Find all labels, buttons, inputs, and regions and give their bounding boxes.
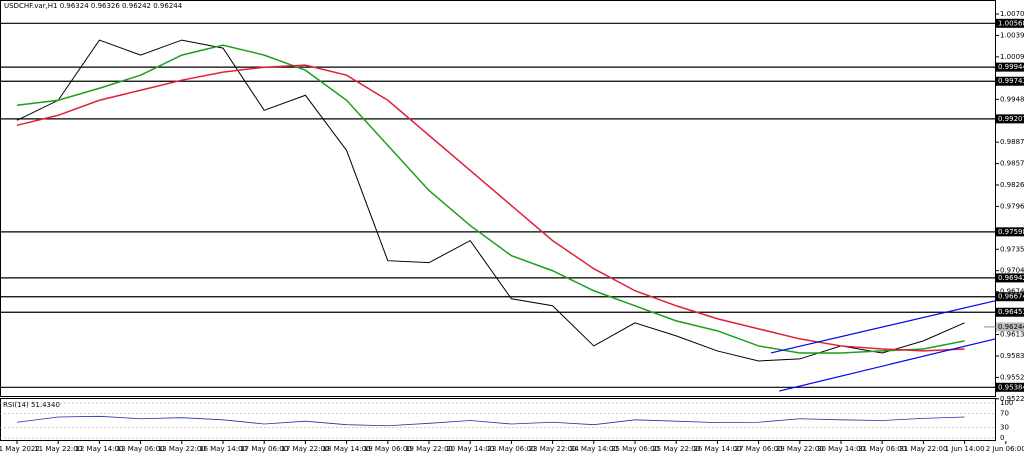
x-tick-label: 18 May 14:00: [323, 445, 371, 453]
rsi-tick-label: 30: [1000, 424, 1009, 432]
rsi-pane-border: [0, 398, 996, 441]
level-label: 0.99207: [998, 115, 1024, 123]
rsi-tick-label: 70: [1000, 410, 1009, 418]
level-label: 0.96453: [998, 308, 1024, 316]
level-label: 0.95384: [998, 383, 1024, 391]
rsi-line: [16, 415, 965, 427]
level-label-bg: [996, 76, 1024, 86]
series-line: [16, 39, 965, 362]
y-tick-label: 0.96745: [1000, 288, 1024, 296]
channel-line: [770, 300, 996, 354]
series-line: [16, 44, 965, 354]
level-label: 1.00568: [998, 19, 1024, 27]
level-label: 0.96942: [998, 274, 1024, 282]
x-tick-label: 25 May 06:00: [611, 445, 659, 453]
x-tick-label: 31 May 22:00: [899, 445, 947, 453]
x-tick-label: 29 May 22:00: [776, 445, 824, 453]
level-label-bg: [996, 273, 1024, 283]
chart-title: USDCHF.var,H1 0.96324 0.96326 0.96242 0.…: [4, 2, 183, 10]
y-tick-label: 0.95525: [1000, 373, 1024, 381]
rsi-tick-label: 0: [1000, 434, 1004, 442]
x-tick-label: 11 May 22:00: [34, 445, 82, 453]
y-tick-label: 0.97045: [1000, 267, 1024, 275]
x-tick-label: 25 May 22:00: [652, 445, 700, 453]
y-tick-label: 0.99485: [1000, 95, 1024, 103]
level-label-bg: [996, 18, 1024, 28]
y-tick-label: 1.00700: [1000, 10, 1024, 18]
rsi-tick-label: 100: [1000, 399, 1013, 407]
level-label-bg: [996, 382, 1024, 392]
level-label-bg: [996, 227, 1024, 237]
level-label: 0.99944: [998, 63, 1024, 71]
x-tick-label: 23 May 06:00: [487, 445, 535, 453]
y-tick-label: 1.00395: [1000, 31, 1024, 39]
level-label: 0.96674: [998, 293, 1024, 301]
current-price-label: 0.96244: [998, 323, 1024, 331]
x-tick-label: 19 May 06:00: [364, 445, 412, 453]
y-tick-label: 0.95220: [1000, 395, 1024, 403]
level-label: 0.99743: [998, 77, 1024, 85]
x-tick-label: 26 May 14:00: [693, 445, 741, 453]
level-label-bg: [996, 114, 1024, 124]
x-tick-label: 1 Jun 14:00: [945, 445, 985, 453]
x-tick-label: 24 May 14:00: [570, 445, 618, 453]
y-tick-label: 0.96135: [1000, 331, 1024, 339]
x-tick-label: 30 May 14:00: [817, 445, 865, 453]
x-tick-label: 13 May 22:00: [158, 445, 206, 453]
price-pane-border: [0, 0, 996, 397]
channel-line: [779, 338, 996, 392]
x-tick-label: 17 May 06:00: [240, 445, 288, 453]
x-tick-label: 13 May 06:00: [117, 445, 165, 453]
level-label-bg: [996, 292, 1024, 302]
x-tick-label: 19 May 22:00: [405, 445, 453, 453]
level-label: 0.97598: [998, 228, 1024, 236]
x-tick-label: 16 May 14:00: [199, 445, 247, 453]
y-tick-label: 0.98265: [1000, 181, 1024, 189]
x-tick-label: 11 May 2022: [0, 445, 40, 453]
current-price-bg: [996, 322, 1024, 332]
x-tick-label: 31 May 06:00: [858, 445, 906, 453]
rsi-title: RSI(14) 51.4340: [3, 401, 60, 409]
x-tick-label: 17 May 22:00: [281, 445, 329, 453]
x-tick-label: 20 May 14:00: [446, 445, 494, 453]
y-tick-label: 0.98875: [1000, 138, 1024, 146]
level-label-bg: [996, 62, 1024, 72]
x-tick-label: 27 May 06:00: [735, 445, 783, 453]
x-tick-label: 23 May 22:00: [529, 445, 577, 453]
series-line: [16, 64, 965, 352]
x-tick-label: 12 May 14:00: [75, 445, 123, 453]
x-tick-label: 2 Jun 06:00: [986, 445, 1024, 453]
level-label-bg: [996, 307, 1024, 317]
